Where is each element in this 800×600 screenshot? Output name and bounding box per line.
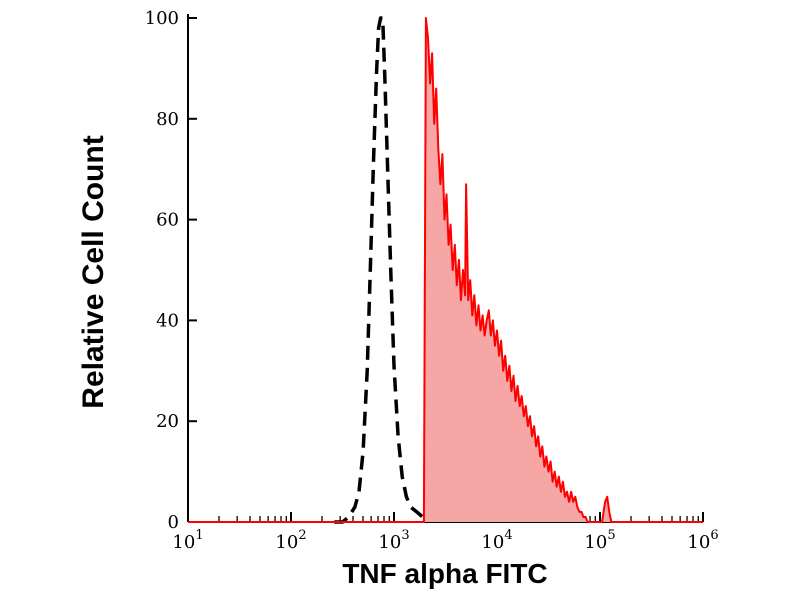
y-tick-label: 80 xyxy=(156,109,179,130)
x-tick-label: 106 xyxy=(687,528,718,553)
control-histogram-curve xyxy=(334,16,431,524)
stained-histogram-fill xyxy=(188,18,703,522)
y-tick-label: 100 xyxy=(145,8,179,29)
x-tick-label: 103 xyxy=(378,528,409,553)
y-tick-label: 0 xyxy=(168,512,179,533)
y-tick-label: 40 xyxy=(156,310,179,331)
y-tick-label: 20 xyxy=(156,411,179,432)
x-axis-title: TNF alpha FITC xyxy=(342,558,547,589)
stained-histogram-outline xyxy=(188,17,703,523)
plot-area: 101 102 103 104 105 106 0 20 40 60 80 100 xyxy=(145,8,719,553)
x-tick-label: 104 xyxy=(481,528,512,553)
x-tick-label: 101 xyxy=(172,528,203,553)
y-tick-label: 60 xyxy=(156,210,179,231)
x-tick-label: 105 xyxy=(584,528,615,553)
y-axis-title: Relative Cell Count xyxy=(77,135,110,408)
x-tick-label: 102 xyxy=(275,528,306,553)
